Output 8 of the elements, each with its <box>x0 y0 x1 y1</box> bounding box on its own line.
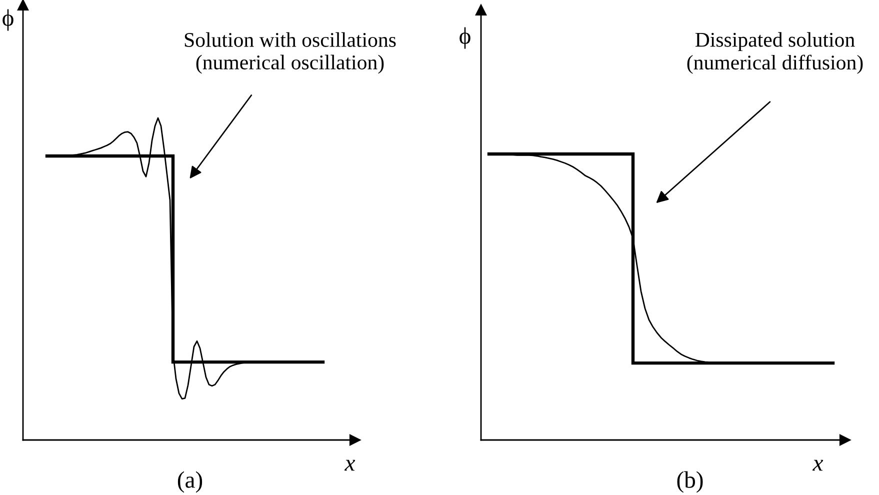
text: (b) <box>677 471 703 493</box>
text: Dissipated solution (numerical diffusion) <box>687 32 863 74</box>
x-axis-title: x <box>812 460 824 471</box>
y-axis-title: ϕ <box>460 27 470 49</box>
text: Solution with oscillations (numerical oscillation) <box>184 32 396 74</box>
text: (a) <box>178 471 202 493</box>
x-axis-title: x <box>344 460 356 471</box>
y-axis-title: ϕ <box>2 9 14 31</box>
